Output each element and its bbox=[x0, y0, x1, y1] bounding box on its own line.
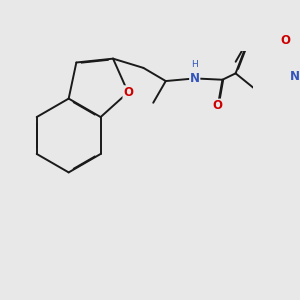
Text: N: N bbox=[190, 72, 200, 85]
Text: H: H bbox=[191, 60, 198, 69]
Text: N: N bbox=[290, 70, 300, 83]
Text: O: O bbox=[213, 99, 223, 112]
Text: O: O bbox=[281, 34, 291, 47]
Text: O: O bbox=[123, 86, 133, 99]
